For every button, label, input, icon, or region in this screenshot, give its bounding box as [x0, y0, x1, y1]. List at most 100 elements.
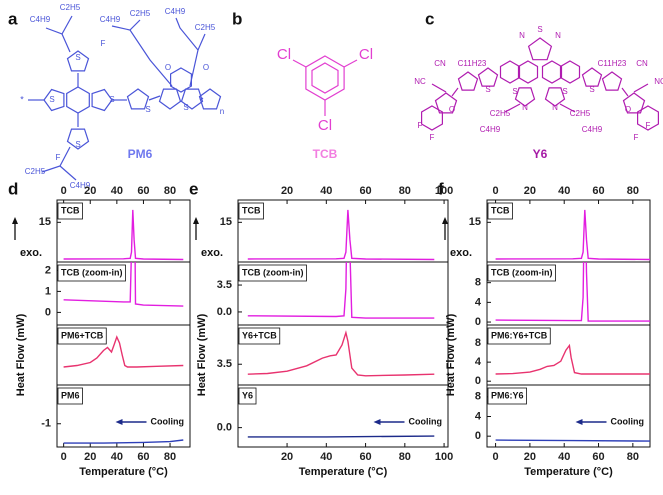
ring: [66, 86, 90, 114]
ring: [434, 92, 458, 114]
atom-label: S: [512, 87, 517, 96]
y-tick-label: 0: [475, 316, 481, 328]
x-tick-label-top: 40: [111, 185, 123, 197]
ring: [158, 88, 182, 110]
atom-label: Cl: [277, 46, 291, 63]
x-tick-label: 40: [320, 451, 332, 463]
atom-label: S: [75, 140, 80, 149]
ring: [527, 37, 553, 61]
ring: [559, 60, 581, 84]
atom-label: N: [552, 103, 558, 112]
subplot-label: TCB: [242, 205, 261, 215]
x-tick-label-top: 20: [84, 185, 96, 197]
y-axis-label: Heat Flow (mW): [15, 313, 27, 396]
atom-label: F: [418, 121, 423, 130]
subplot-label-box: [487, 327, 551, 345]
subplot-label-box: [487, 202, 513, 220]
atom-label: C4H9: [30, 15, 51, 24]
dsc-curve: [247, 262, 435, 319]
subplot-frame: [237, 384, 449, 448]
atom-label: C2H5: [60, 3, 81, 12]
x-tick-label-top: 0: [61, 185, 67, 197]
subplot-frame: [237, 199, 449, 263]
atom-label: C4H9: [100, 15, 121, 24]
atom-label: F: [101, 39, 106, 48]
ring: [421, 105, 443, 131]
ring: [91, 88, 113, 112]
ring: [499, 60, 521, 84]
cooling-label: Cooling: [409, 416, 443, 426]
x-tick-label-top: 40: [558, 185, 570, 197]
ring: [170, 67, 192, 93]
subplot-label-box: [487, 264, 556, 282]
subplot-label-box: [57, 264, 126, 282]
y-axis-label: Heat Flow (mW): [445, 313, 457, 396]
x-tick-label-top: 60: [592, 185, 604, 197]
atom-label: F: [430, 133, 435, 142]
dsc-curve: [247, 435, 435, 438]
atom-label: S: [49, 95, 54, 104]
cooling-label: Cooling: [611, 416, 645, 426]
x-tick-label-top: 80: [399, 185, 411, 197]
dsc-curve: [63, 262, 184, 307]
y-axis-label: Heat Flow (mW): [196, 313, 208, 396]
atom-label: C4H9: [165, 7, 186, 16]
x-tick-label: 0: [61, 451, 67, 463]
bond: [59, 165, 77, 181]
bond: [621, 87, 629, 97]
x-tick-label: 100: [435, 451, 453, 463]
y-tick-label: 15: [220, 216, 232, 228]
y-tick-label: 0: [475, 430, 481, 442]
ring: [622, 92, 646, 114]
bond: [199, 97, 204, 101]
cooling-arrowhead: [115, 419, 123, 425]
bond: [343, 59, 358, 68]
subplot-label: TCB (zoom-in): [242, 267, 303, 277]
ring: [180, 88, 204, 110]
atom-label: O: [165, 63, 171, 72]
y-tick-label: 15: [469, 216, 481, 228]
y-tick-label: 0.0: [217, 422, 232, 434]
ring: [477, 67, 499, 87]
y-tick-label: 8: [475, 337, 481, 349]
y-tick-label: 4: [475, 296, 482, 308]
x-axis-label: Temperature (°C): [79, 466, 168, 478]
x-tick-label: 20: [524, 451, 536, 463]
subplot-label: Y6: [242, 390, 253, 400]
x-tick-label-top: 40: [320, 185, 332, 197]
ring: [198, 88, 222, 110]
ring: [66, 50, 90, 72]
bond: [451, 87, 459, 97]
x-tick-label-top: 80: [164, 185, 176, 197]
ring: [66, 128, 90, 150]
subplot-label-box: [57, 202, 83, 220]
bond: [111, 25, 173, 87]
cooling-arrowhead: [575, 419, 583, 425]
subplot-label: PM6:Y6: [491, 390, 524, 400]
y-tick-label: 1: [45, 285, 51, 297]
bond: [129, 19, 141, 31]
bond: [633, 83, 649, 93]
atom-label: NC: [654, 77, 663, 86]
bond: [61, 15, 73, 35]
dsc-curve: [63, 209, 184, 261]
ring: [457, 71, 479, 91]
exo-arrowhead: [193, 217, 199, 224]
atom-label: n: [220, 107, 224, 116]
subplot-label: PM6:Y6+TCB: [491, 330, 548, 340]
atom-label: N: [522, 103, 528, 112]
subplot-label: PM6+TCB: [61, 330, 104, 340]
atom-label: S: [589, 85, 594, 94]
subplot-label: TCB (zoom-in): [491, 267, 552, 277]
subplot-label: TCB: [491, 205, 510, 215]
panel-letter: b: [232, 9, 242, 28]
dsc-curve: [495, 209, 650, 261]
x-tick-label: 0: [493, 451, 499, 463]
atom-label: CN: [636, 59, 648, 68]
x-tick-label-top: 60: [137, 185, 149, 197]
bond: [45, 27, 71, 53]
ring: [636, 105, 660, 131]
y-tick-label: 3.5: [217, 358, 232, 370]
atom-label: NC: [414, 77, 426, 86]
